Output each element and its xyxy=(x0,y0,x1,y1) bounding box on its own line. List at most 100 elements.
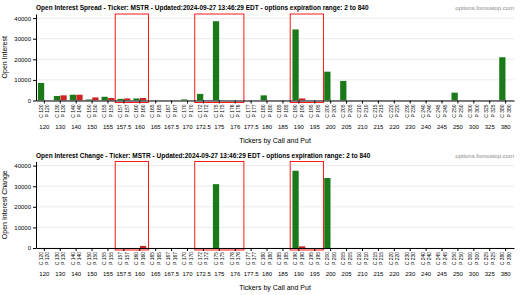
bar xyxy=(204,100,210,101)
x-axis: 120130140150155157.5160165167.5170172.51… xyxy=(37,101,515,130)
bar-label: P 230 xyxy=(410,104,416,117)
bar xyxy=(219,100,225,101)
bar-label: P 177 xyxy=(251,252,257,265)
tick-mark xyxy=(60,101,61,104)
tick: 20000 xyxy=(14,204,36,210)
bar xyxy=(188,248,194,249)
tick-label: 40000 xyxy=(14,163,31,169)
bar xyxy=(292,29,298,100)
bar-label: P 157 xyxy=(124,104,130,117)
bar xyxy=(277,100,283,101)
bar-label: C 150 xyxy=(86,104,92,118)
bar xyxy=(404,100,410,101)
bar-label: C 172 xyxy=(197,252,203,266)
bar xyxy=(149,248,155,249)
tick-mark xyxy=(346,101,347,104)
bar-label: P 245 xyxy=(442,104,448,117)
highlight-boxes xyxy=(115,14,323,103)
tick-mark xyxy=(139,101,140,104)
bar xyxy=(86,99,92,100)
bar xyxy=(467,248,473,249)
bar xyxy=(213,21,219,100)
bar xyxy=(60,95,66,100)
bar-label: C 170 xyxy=(181,252,187,266)
tick-label: 250 xyxy=(453,124,464,130)
bar xyxy=(458,100,464,101)
bar-label: C 210 xyxy=(356,104,362,118)
bar xyxy=(76,248,82,249)
tick-mark xyxy=(235,101,236,104)
bar-label: P 167 xyxy=(172,252,178,265)
highlight-box xyxy=(195,14,244,103)
tick-mark xyxy=(505,248,506,251)
bar xyxy=(483,248,489,249)
tick-label: 200 xyxy=(326,124,337,130)
tick-mark xyxy=(346,248,347,251)
tick-mark xyxy=(76,101,77,104)
tick: 20000 xyxy=(14,57,36,63)
tick: 157.5 xyxy=(116,248,132,277)
bar xyxy=(92,248,98,249)
bar xyxy=(436,248,442,249)
tick-label: 155 xyxy=(103,124,114,130)
bar-label: C 215 xyxy=(372,252,378,266)
tick-mark xyxy=(362,248,363,251)
bar-label: C 325 xyxy=(483,252,489,266)
grid-line xyxy=(36,18,514,19)
highlight-box xyxy=(115,14,148,103)
bar xyxy=(229,100,235,101)
tick-label: 140 xyxy=(71,271,82,277)
tick-label: 220 xyxy=(389,124,400,130)
y-axis-title: Open Interest Change xyxy=(1,170,9,239)
tick-mark xyxy=(219,248,220,251)
tick-label: 300 xyxy=(469,124,480,130)
tick-label: 215 xyxy=(373,271,384,277)
bar xyxy=(458,248,464,249)
bar-label: C 380 xyxy=(499,252,505,266)
tick-label: 167.5 xyxy=(164,124,180,130)
bar-label: P 130 xyxy=(60,104,66,117)
tick-mark xyxy=(33,39,36,40)
bar-label: C 165 xyxy=(149,104,155,118)
tick-label: 176 xyxy=(230,124,241,130)
tick-label: 176 xyxy=(230,271,241,277)
tick-label: 200 xyxy=(326,271,337,277)
bar-label: P 245 xyxy=(442,252,448,265)
bar-label: C 300 xyxy=(467,252,473,266)
highlight-box xyxy=(290,162,323,251)
tick-label: 220 xyxy=(389,271,400,277)
tick: 30000 xyxy=(14,36,36,42)
bar-label: P 220 xyxy=(394,252,400,265)
tick-mark xyxy=(442,248,443,251)
bar-label: P 380 xyxy=(506,104,512,117)
tick-mark xyxy=(92,101,93,104)
tick-mark xyxy=(378,248,379,251)
tick-mark xyxy=(267,101,268,104)
tick-label: 150 xyxy=(87,271,98,277)
bar-label: P 167 xyxy=(172,104,178,117)
grid-line xyxy=(36,79,514,80)
tick-label: 172.5 xyxy=(196,124,212,130)
tick: 30000 xyxy=(14,184,36,190)
bar-label: P 160 xyxy=(140,104,146,117)
bar xyxy=(267,100,273,101)
tick-mark xyxy=(92,248,93,251)
bar xyxy=(499,248,505,249)
tick-label: 205 xyxy=(342,124,353,130)
tick: 172.5 xyxy=(196,101,212,130)
bar-label: C 120 xyxy=(38,104,44,118)
tick-label: 30000 xyxy=(14,184,31,190)
bar xyxy=(197,94,203,101)
bar-label: C 157 xyxy=(117,252,123,266)
tick-label: 325 xyxy=(485,124,496,130)
bar xyxy=(140,98,146,100)
bar-label: P 175 xyxy=(219,104,225,117)
tick-label: 0 xyxy=(28,98,32,104)
tick-mark xyxy=(219,101,220,104)
bar xyxy=(410,248,416,249)
bar xyxy=(45,100,51,101)
tick-mark xyxy=(314,101,315,104)
tick-label: 380 xyxy=(501,271,512,277)
bar-label: P 190 xyxy=(299,104,305,117)
tick-label: 380 xyxy=(501,124,512,130)
